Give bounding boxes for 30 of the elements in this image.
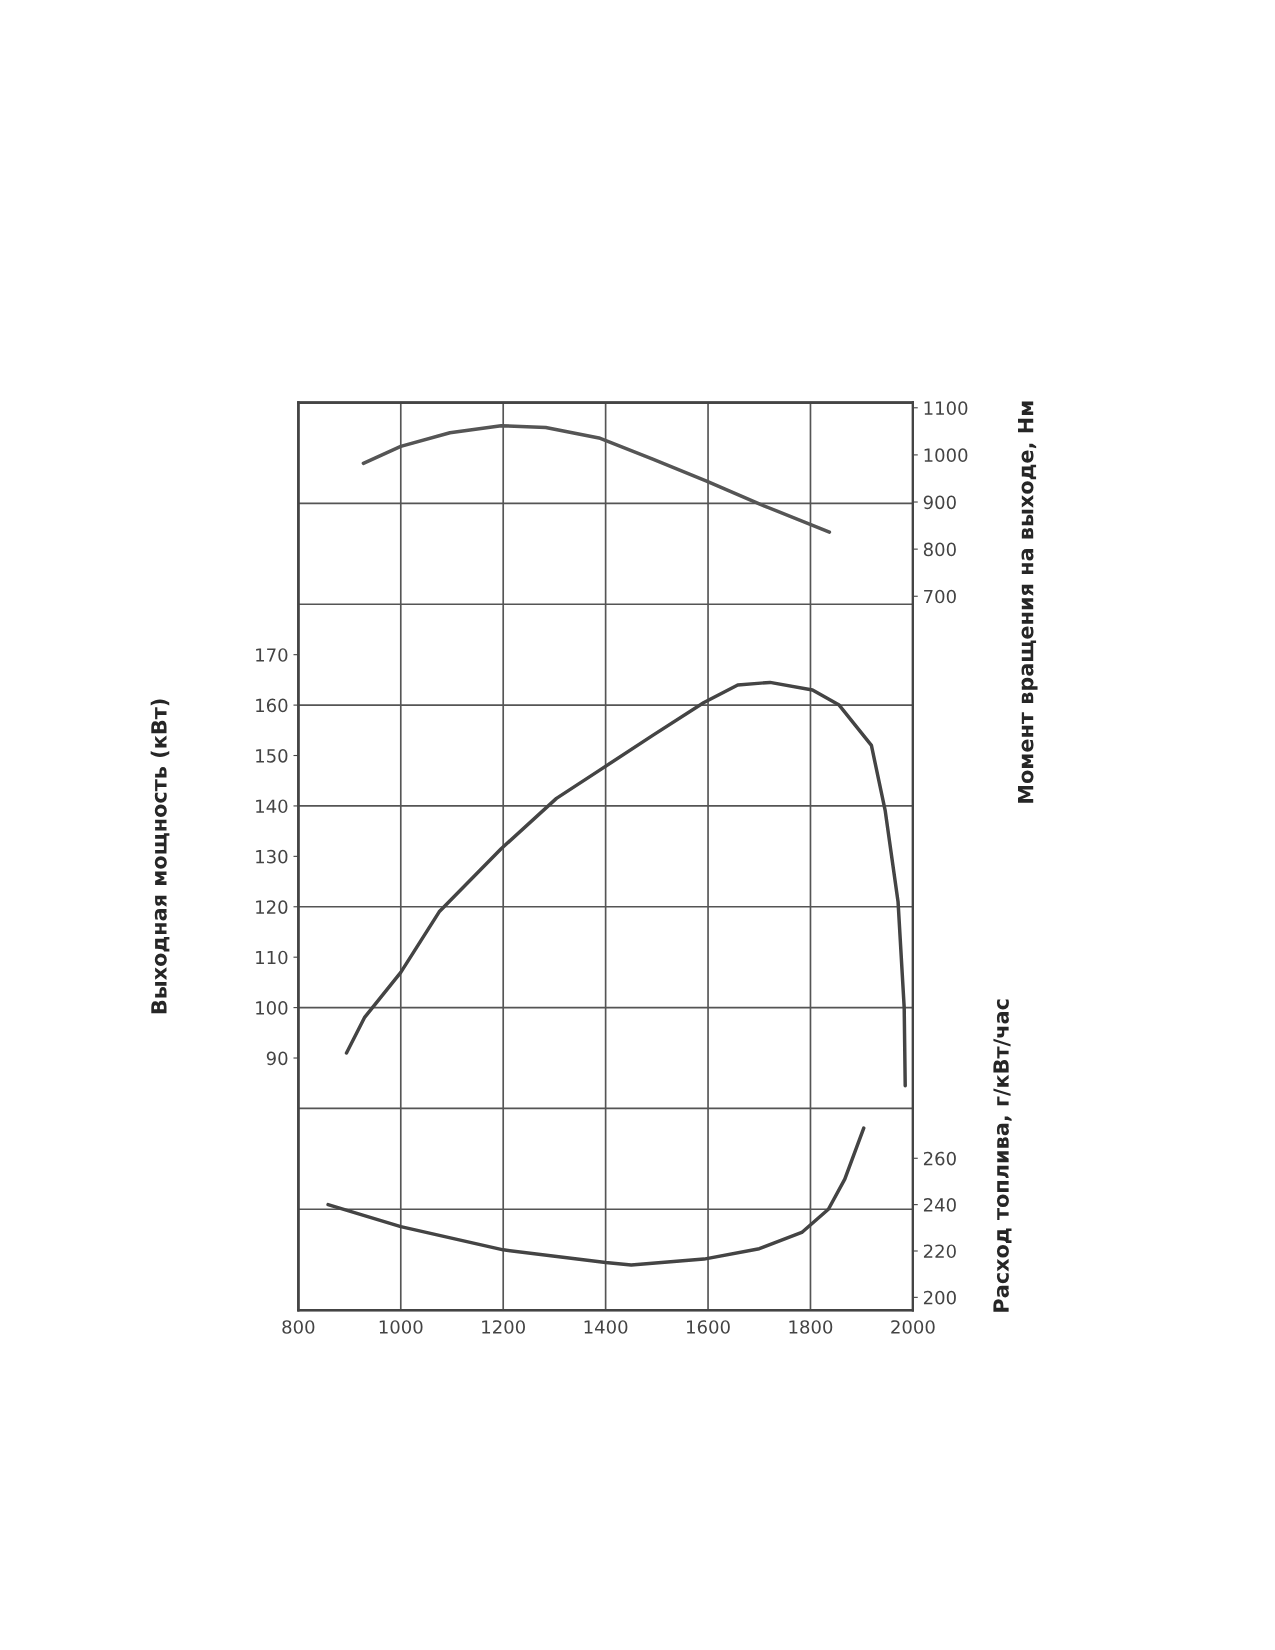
y-tick-label: 100: [256, 1001, 288, 1015]
y-tick-label: 150: [256, 748, 288, 763]
x-tick-label: 1600: [687, 1320, 730, 1334]
y2-tick-label: 800: [923, 542, 956, 557]
y3-axis-title: Расход топлива, г/кВт/час: [993, 999, 1012, 1312]
x-tick-label: 1000: [379, 1320, 423, 1334]
y-tick-label: 90: [266, 1051, 288, 1066]
y3-tick-label: 240: [923, 1198, 956, 1212]
y-axis-title: Выходная мощность (кВт): [150, 699, 170, 1014]
y3-tick-label: 220: [923, 1244, 956, 1259]
x-tick-label: 1400: [584, 1320, 628, 1334]
line-series: [326, 1126, 866, 1267]
y2-tick-label: 1100: [924, 401, 968, 415]
y-tick-label: 160: [256, 698, 288, 713]
line-series: [344, 680, 907, 1088]
y-tick-label: 130: [256, 849, 288, 864]
y2-tick-label: 900: [923, 495, 956, 510]
y-tick-label: 110: [256, 950, 288, 965]
y-tick-label: 120: [256, 900, 288, 914]
y3-tick-label: 200: [923, 1290, 956, 1305]
x-tick-label: 800: [282, 1320, 315, 1334]
y2-tick-label: 1000: [924, 448, 968, 463]
y2-axis-title: Момент вращения на выходе, Нм: [1018, 401, 1038, 803]
x-tick-label: 1200: [482, 1320, 525, 1334]
x-tick-label: 1800: [789, 1320, 833, 1334]
y-tick-label: 170: [256, 648, 288, 662]
y-tick-label: 140: [256, 799, 288, 814]
y2-tick-label: 700: [924, 589, 956, 604]
x-tick-label: 2000: [891, 1320, 935, 1334]
y3-tick-label: 260: [923, 1151, 956, 1166]
